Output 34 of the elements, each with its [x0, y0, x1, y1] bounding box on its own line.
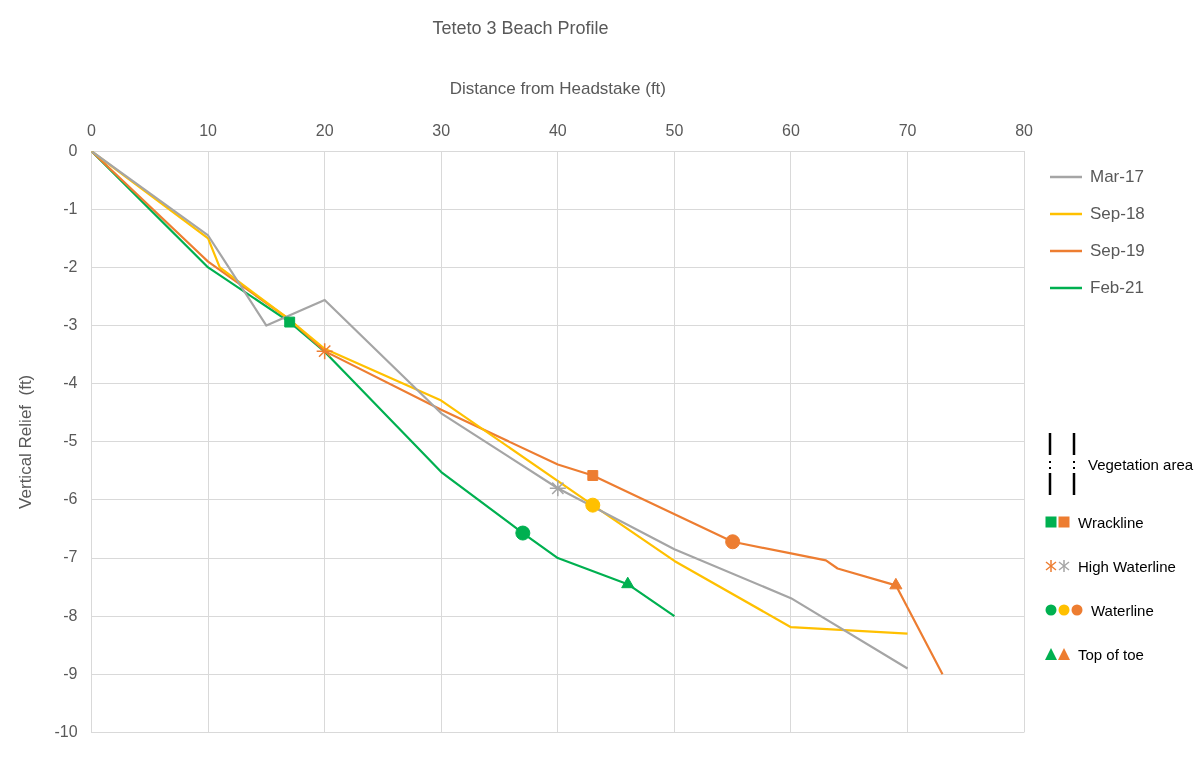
legend-label: Sep-19 [1090, 240, 1145, 261]
legend-label: High Waterline [1078, 557, 1176, 575]
y-axis-title: Vertical Relief (ft) [15, 374, 35, 509]
point [585, 497, 601, 513]
y-tick-label: -1 [63, 199, 78, 217]
point [549, 479, 567, 498]
legend-label: Mar-17 [1090, 166, 1144, 187]
x-tick-label: 50 [665, 122, 684, 140]
x-tick-label: 40 [548, 122, 567, 140]
x-tick-label: 60 [782, 122, 800, 140]
x-tick-label: 70 [898, 122, 917, 140]
x-tick-label: 30 [432, 122, 451, 140]
text: Vegetation area [1088, 455, 1194, 473]
y-tick-label: -5 [63, 432, 78, 450]
y-tick-label: -3 [63, 315, 78, 333]
y-tick-label: -2 [63, 257, 78, 275]
legend-label: Feb-21 [1090, 277, 1144, 298]
x-tick-label: 20 [315, 122, 334, 140]
y-tick-label: -10 [54, 722, 78, 740]
x-tick-label: 0 [87, 122, 97, 140]
chart-title: Teteto 3 Beach Profile [432, 17, 609, 38]
y-tick-label: 0 [68, 141, 78, 159]
x-tick-label: 80 [1015, 122, 1034, 140]
legend-label: Waterline [1091, 601, 1154, 619]
legend-label: Top of toe [1078, 645, 1144, 663]
y-tick-label: -9 [63, 664, 78, 682]
y-tick-label: -8 [63, 606, 78, 624]
y-tick-label: -6 [63, 490, 78, 508]
x-axis-title: Distance from Headstake (ft) [449, 79, 666, 99]
y-tick-label: -4 [63, 374, 78, 392]
x-tick-label: 10 [199, 122, 218, 140]
legend-label: Sep-18 [1090, 203, 1145, 224]
legend-label: Wrackline [1078, 513, 1144, 531]
y-tick-label: -7 [63, 548, 78, 566]
